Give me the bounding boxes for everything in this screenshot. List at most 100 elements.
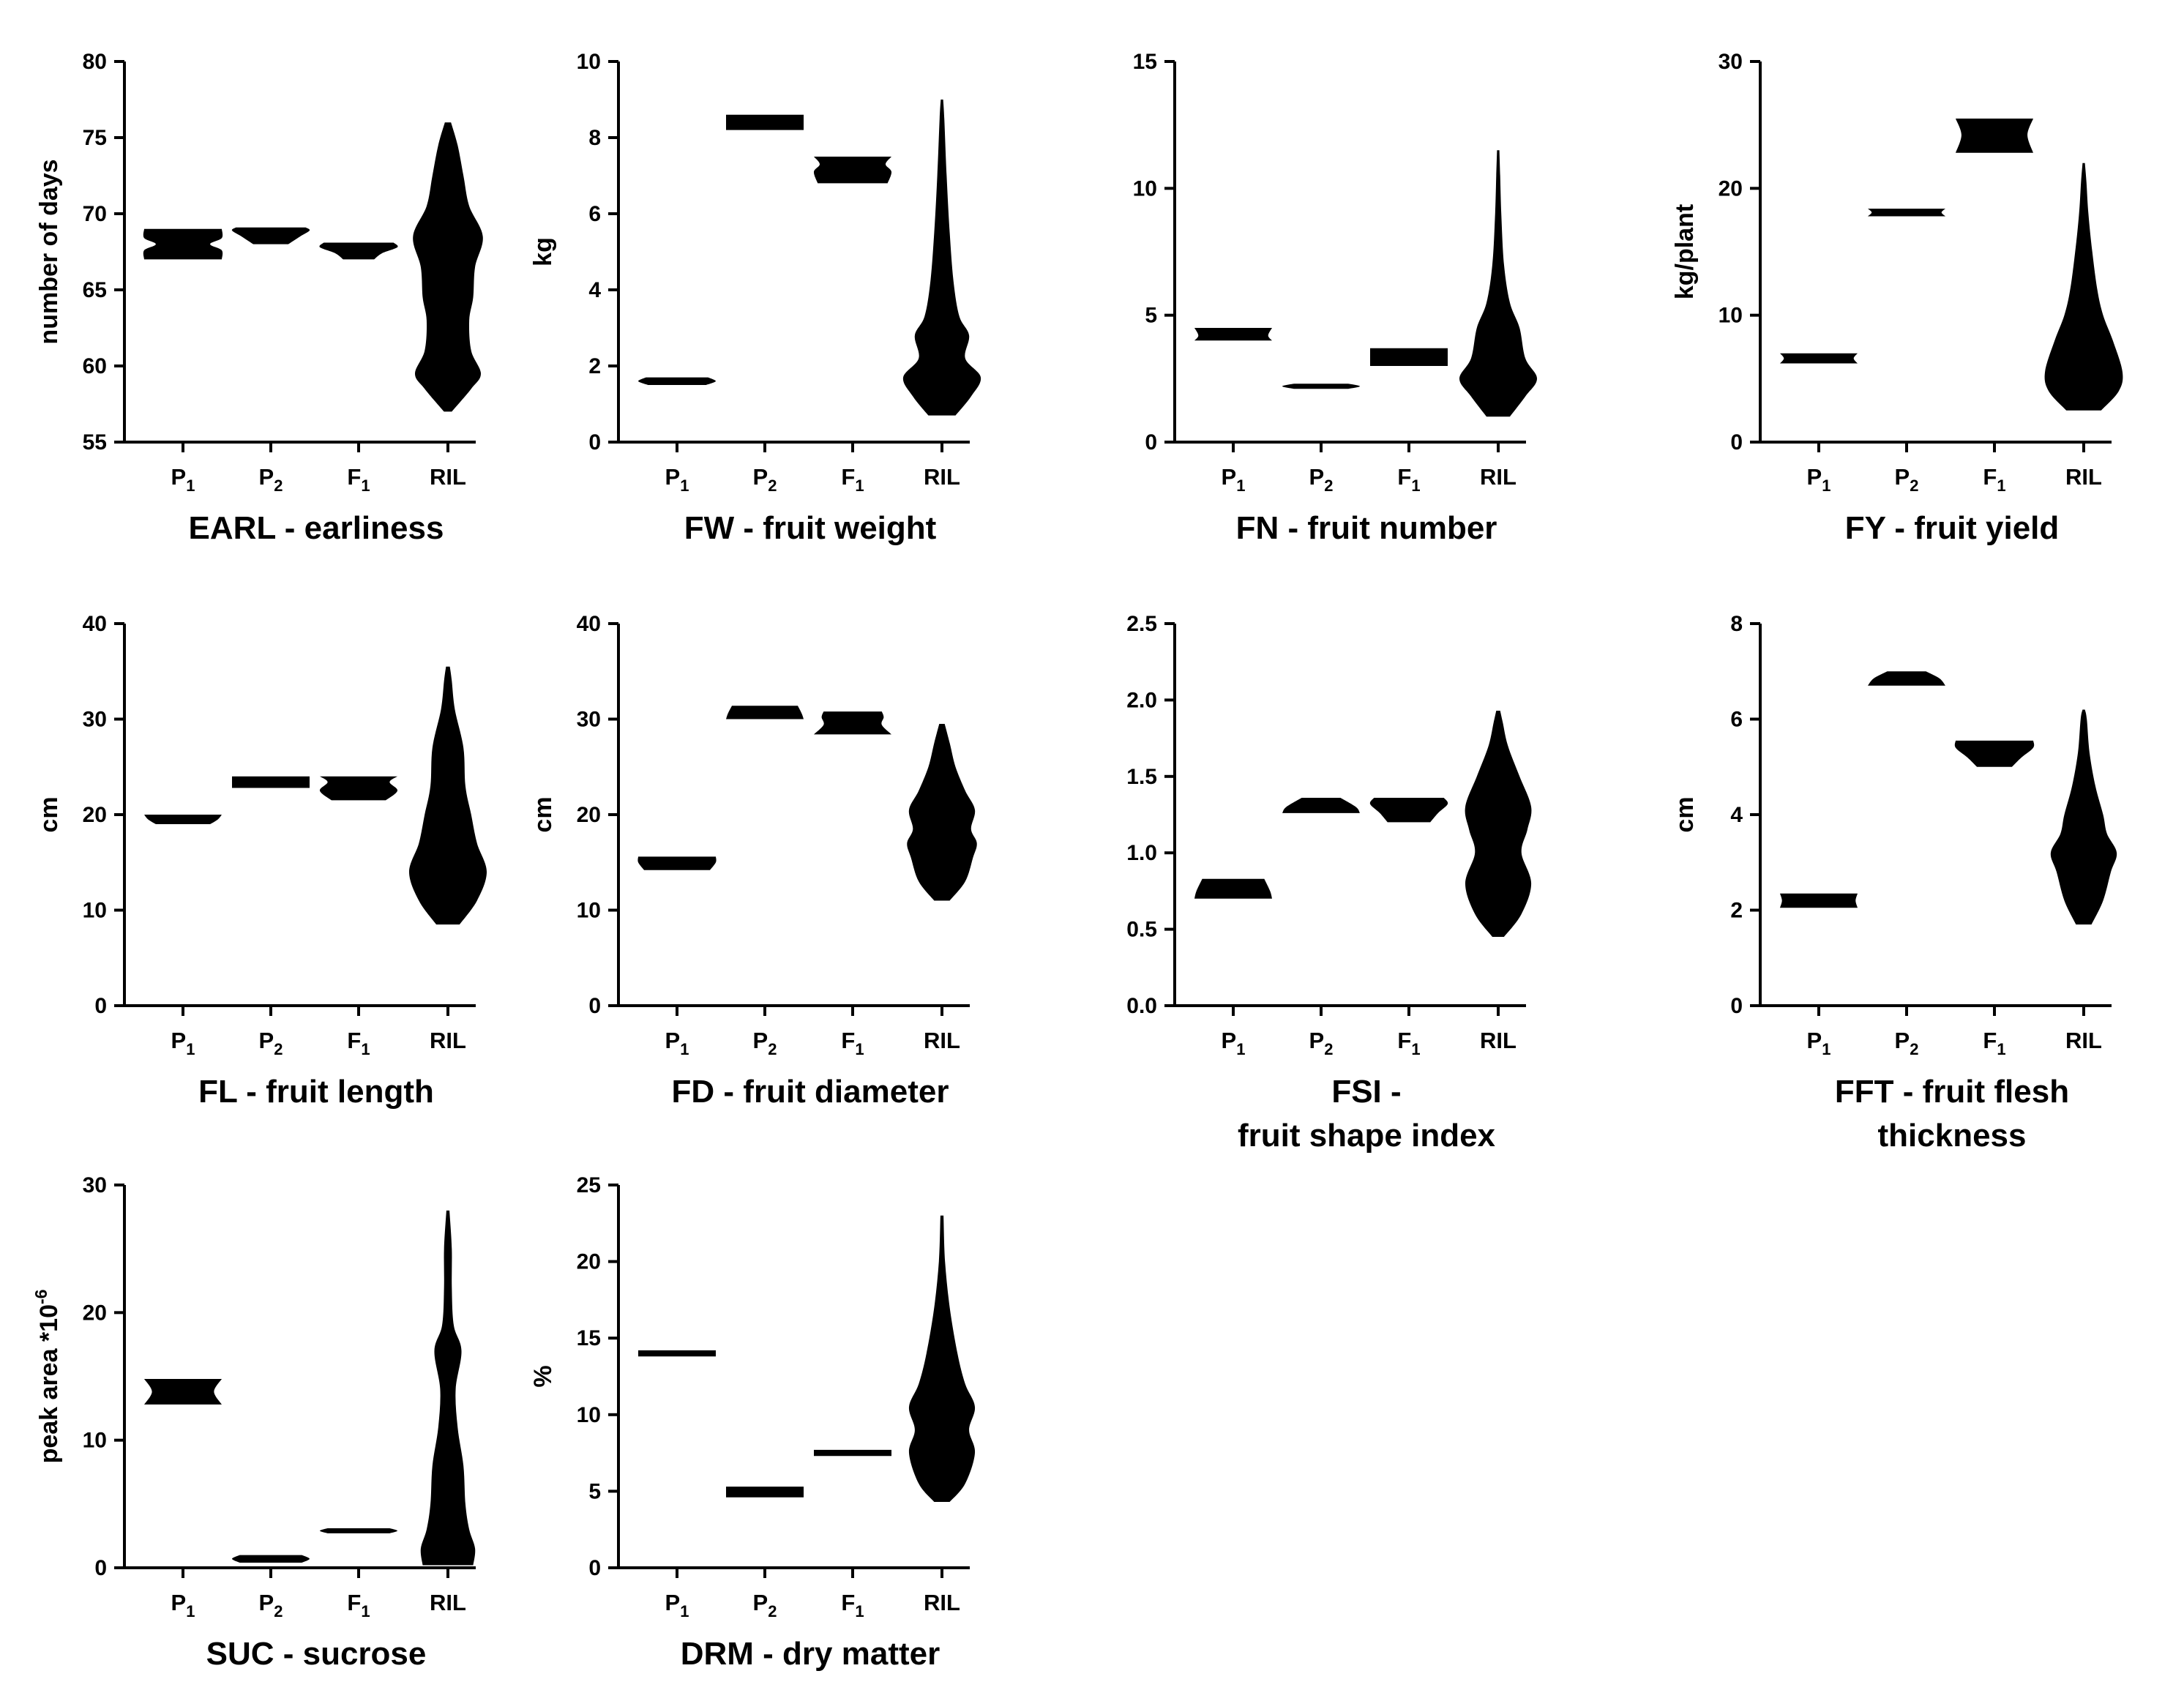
x-tick-label: F1 (1983, 464, 2005, 495)
y-axis-label: cm (529, 796, 557, 832)
chart-title: FN - fruit number (1236, 510, 1497, 546)
y-tick-label: 2 (588, 354, 601, 378)
y-tick-label: 0 (588, 994, 601, 1018)
y-tick-label: 20 (577, 1250, 601, 1274)
x-tick-label: F1 (347, 464, 370, 495)
chart-panel: 55 60 65 70 75 80 P1 P2 F1 RIL number of days EARL … (35, 50, 483, 546)
y-tick-label: 20 (83, 803, 107, 827)
violin-p2 (1282, 798, 1360, 813)
chart-title: FY - fruit yield (1845, 510, 2060, 546)
x-tick-label: RIL (924, 1028, 960, 1053)
y-tick-label: 0 (1730, 430, 1743, 455)
y-tick-label: 2.5 (1126, 612, 1157, 636)
y-tick-label: 0 (1145, 430, 1157, 455)
y-tick-label: 6 (1730, 708, 1743, 732)
x-tick-label: P2 (259, 1028, 283, 1058)
x-tick-label: P2 (753, 1590, 777, 1620)
y-axis-label: number of days (35, 159, 63, 344)
violin-p2 (232, 776, 310, 788)
x-tick-label: P1 (1222, 1028, 1246, 1058)
y-tick-label: 8 (1730, 612, 1743, 636)
violin-p1 (144, 1379, 222, 1405)
y-tick-label: 40 (577, 612, 601, 636)
y-axis-label: % (529, 1365, 557, 1387)
y-tick-label: 10 (577, 50, 601, 74)
violin-p2 (1868, 671, 1945, 686)
y-tick-label: 15 (1133, 50, 1157, 74)
x-tick-label: RIL (1480, 464, 1517, 490)
axis-line (123, 1185, 476, 1569)
y-tick-label: 0.5 (1126, 918, 1157, 942)
x-tick-label: P1 (171, 1590, 195, 1620)
chart-panel: 0 5 10 15 20 25 P1 P2 F1 RIL% DRM - dry matter (529, 1173, 976, 1672)
violin-ril (420, 1210, 476, 1566)
chart-panel: 0 5 10 15 P1 P2 F1 RIL FN - fruit number (1133, 50, 1537, 546)
y-tick-label: 30 (577, 708, 601, 732)
chart-title: EARL - earliness (189, 510, 444, 546)
y-tick-label: 15 (577, 1326, 601, 1350)
violin-p1 (1780, 353, 1858, 364)
y-tick-label: 80 (83, 50, 107, 74)
x-tick-label: RIL (430, 464, 466, 490)
chart-title: FD - fruit diameter (672, 1074, 949, 1110)
violin-p1 (1194, 328, 1272, 341)
y-tick-label: 10 (83, 1429, 107, 1453)
violin-f1 (320, 1528, 397, 1533)
violin-f1 (1954, 740, 2035, 767)
y-tick-label: 0 (94, 1556, 107, 1580)
y-tick-label: 20 (1719, 176, 1743, 201)
chart-panel: 0 2 4 6 8 P1 P2 F1 RIL cm FFT - fruit flesh thickne… (1671, 612, 2117, 1154)
violin-ril (1465, 711, 1532, 937)
x-tick-label: P1 (171, 464, 195, 495)
violin-f1 (1370, 348, 1448, 366)
x-tick-label: F1 (841, 464, 864, 495)
x-tick-label: P2 (753, 464, 777, 495)
violin-ril (902, 100, 981, 416)
violin-ril (1459, 150, 1537, 417)
y-axis-label: cm (35, 796, 63, 832)
x-tick-label: P2 (1309, 464, 1334, 495)
y-tick-label: 10 (1133, 176, 1157, 201)
violin-p2 (726, 1487, 804, 1498)
chart-panel: 0.0 0.5 1.0 1.5 2.0 2.5 P1 P2 F1 RIL FSI - fruit sh… (1126, 612, 1532, 1154)
y-tick-label: 0 (588, 430, 601, 455)
x-tick-label: P1 (1222, 464, 1246, 495)
chart-panel: 0 10 20 30 P1 P2 F1 RIL peak area *10-6 SUC - suc… (31, 1173, 476, 1672)
y-tick-label: 20 (83, 1301, 107, 1325)
y-tick-label: 0.0 (1126, 994, 1157, 1018)
violin-p1 (637, 856, 717, 870)
x-tick-label: RIL (924, 464, 960, 490)
violin-f1 (319, 776, 398, 801)
violin-p1 (1780, 893, 1858, 908)
violin-ril (907, 724, 977, 901)
x-tick-label: F1 (1397, 1028, 1420, 1058)
x-tick-label: P1 (665, 464, 689, 495)
x-tick-label: P1 (1807, 464, 1831, 495)
violin-p1 (638, 1350, 716, 1357)
chart-panel: 0 10 20 30 40 P1 P2 F1 RIL cm FL - fruit length (35, 612, 487, 1110)
violin-ril (409, 666, 487, 925)
y-tick-label: 2 (1730, 899, 1743, 923)
violin-p1 (143, 228, 223, 260)
y-axis-label: cm (1671, 796, 1699, 832)
y-tick-label: 2.0 (1126, 688, 1157, 712)
violin-f1 (1369, 798, 1448, 823)
chart-title: FW - fruit weight (684, 510, 937, 546)
y-tick-label: 60 (83, 354, 107, 378)
y-tick-label: 0 (588, 1556, 601, 1580)
chart-title: SUC - sucrose (206, 1636, 427, 1672)
y-tick-label: 40 (83, 612, 107, 636)
x-tick-label: P2 (1895, 1028, 1919, 1058)
y-tick-label: 5 (588, 1479, 601, 1503)
x-tick-label: RIL (430, 1028, 466, 1053)
violin-p1 (637, 377, 717, 385)
y-tick-label: 10 (577, 1403, 601, 1427)
y-tick-label: 55 (83, 430, 107, 455)
y-tick-label: 25 (577, 1173, 601, 1197)
y-tick-label: 1.0 (1126, 841, 1157, 865)
violin-ril (908, 1215, 976, 1502)
y-tick-label: 4 (588, 278, 601, 302)
violin-f1 (814, 711, 891, 735)
violin-f1 (813, 157, 892, 184)
